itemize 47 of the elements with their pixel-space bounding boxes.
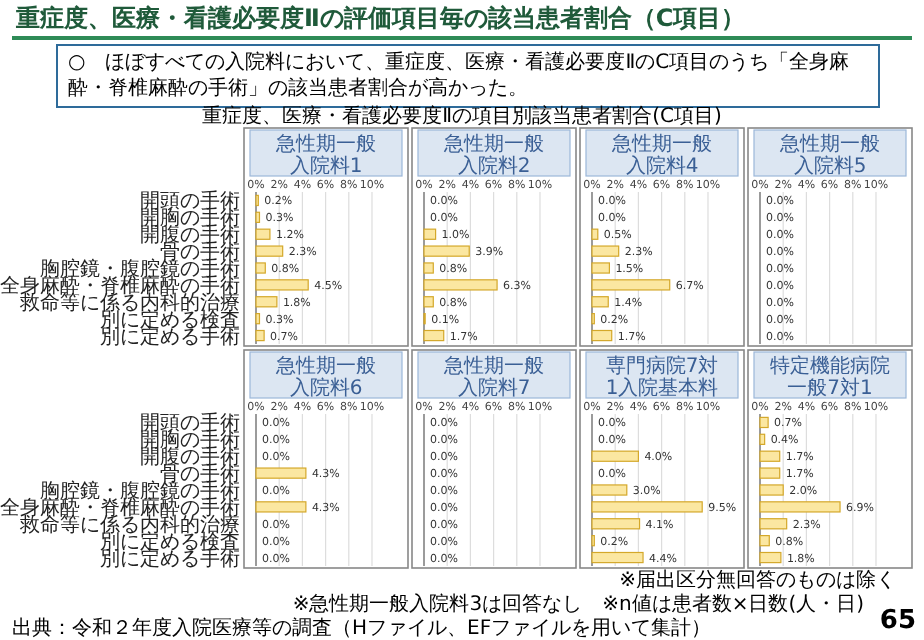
- bar: [423, 279, 498, 291]
- chart-title: 急性期一般入院料2: [442, 132, 544, 178]
- bar: [255, 245, 284, 257]
- bar: [759, 450, 781, 462]
- bar: [591, 484, 628, 496]
- bar: [759, 501, 841, 513]
- bar: [255, 228, 271, 240]
- source-note: 出典：令和２年度入院医療等の調査（Hファイル、EFファイルを用いて集計）: [12, 615, 712, 640]
- chart-title: 特定機能病院一般7対1: [770, 354, 890, 400]
- text: 重症度、医療・看護必要度Ⅱの評価項目毎の該当患者割合（C項目）: [16, 2, 746, 36]
- bar: [591, 450, 639, 462]
- text: ○ ほぼすべての入院料において、重症度、医療・看護必要度ⅡのC項目のうち「全身麻酔・脊椎麻酔の手術」の該当患者割合が高かった。: [56, 44, 880, 108]
- chart-title: 急性期一般入院料5: [778, 132, 880, 178]
- bar: [759, 433, 766, 445]
- chart-title: 急性期一般入院料1: [274, 132, 376, 178]
- bar: [591, 551, 644, 564]
- bar: [759, 535, 770, 547]
- bar: [591, 279, 671, 291]
- bar: [591, 228, 599, 240]
- bar: [759, 551, 782, 564]
- bar: [255, 279, 309, 291]
- bar: [423, 296, 434, 308]
- chart-title: 急性期一般入院料6: [274, 354, 376, 400]
- bar: [423, 329, 445, 342]
- bar: [591, 262, 610, 274]
- text: 重症度、医療・看護必要度Ⅱの項目別該当患者割合(C項目): [200, 103, 724, 130]
- bar: [255, 262, 266, 274]
- text: 65: [879, 606, 916, 636]
- bar: [591, 296, 609, 308]
- chart-title: 専門病院7対1入院基本料: [605, 354, 719, 400]
- text: ※届出区分無回答のものは除く: [619, 567, 896, 593]
- bar: [423, 262, 434, 274]
- bar: [759, 416, 769, 429]
- bar: [591, 245, 620, 257]
- bar: [759, 484, 784, 496]
- bar: [591, 329, 613, 342]
- bar: [423, 228, 437, 240]
- chart-title: 急性期一般入院料7: [442, 354, 544, 400]
- bar: [423, 245, 470, 257]
- bar: [591, 501, 703, 513]
- bar: [255, 329, 265, 342]
- bar: [759, 518, 788, 530]
- bar: [255, 296, 278, 308]
- bar: [591, 518, 641, 530]
- bar: [759, 467, 781, 479]
- text: ※急性期一般入院料3は回答なし ※n値は患者数×日数(人・日): [292, 591, 864, 617]
- chart-title: 急性期一般入院料4: [610, 132, 712, 178]
